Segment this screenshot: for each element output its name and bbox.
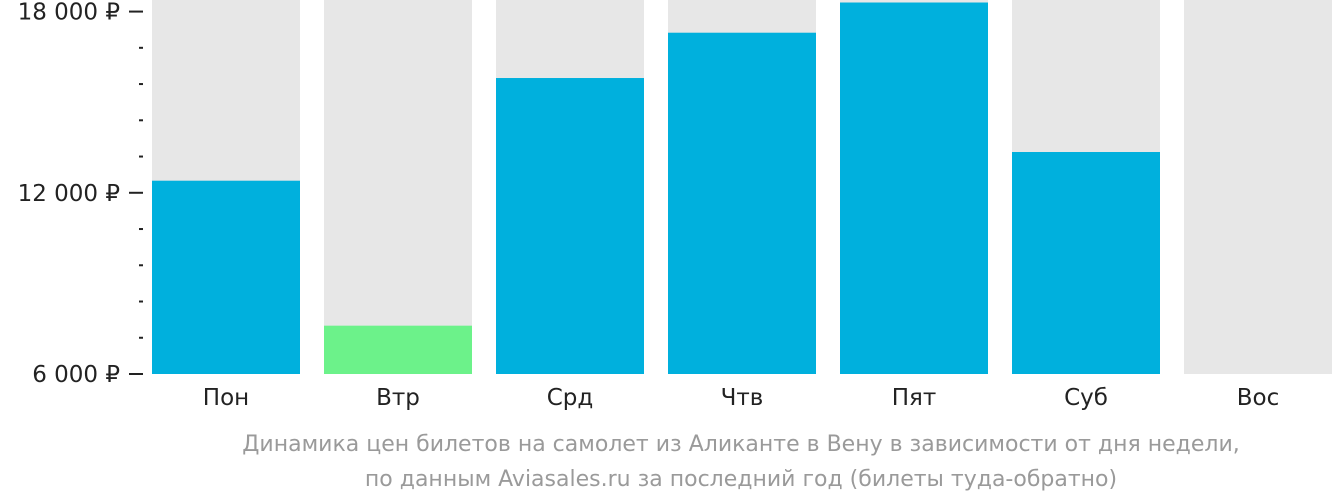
y-tick-label-1: 18 000 ₽ — [18, 0, 120, 26]
y-tick-label-2: 12 000 ₽ — [18, 181, 120, 207]
bar-5[interactable] — [840, 2, 988, 374]
chart-caption-line-1: Динамика цен билетов на самолет из Алика… — [242, 432, 1240, 457]
x-tick-label-2: Втр — [376, 385, 420, 411]
x-tick-label-7: Вос — [1237, 385, 1280, 411]
bar-1[interactable] — [152, 180, 300, 374]
bar-2[interactable] — [324, 325, 472, 374]
bar-6[interactable] — [1012, 152, 1160, 374]
bar-background-2 — [324, 0, 472, 374]
x-tick-label-6: Суб — [1064, 385, 1108, 411]
chart-caption-line-2: по данным Aviasales.ru за последний год … — [364, 467, 1118, 492]
bar-3[interactable] — [496, 78, 644, 374]
x-tick-label-3: Срд — [547, 385, 594, 411]
bar-background-7 — [1184, 0, 1332, 374]
x-tick-label-4: Чтв — [721, 385, 764, 411]
x-tick-label-1: Пон — [203, 385, 249, 411]
y-tick-label-3: 6 000 ₽ — [32, 362, 120, 388]
bar-4[interactable] — [668, 32, 816, 374]
x-tick-label-5: Пят — [892, 385, 937, 411]
